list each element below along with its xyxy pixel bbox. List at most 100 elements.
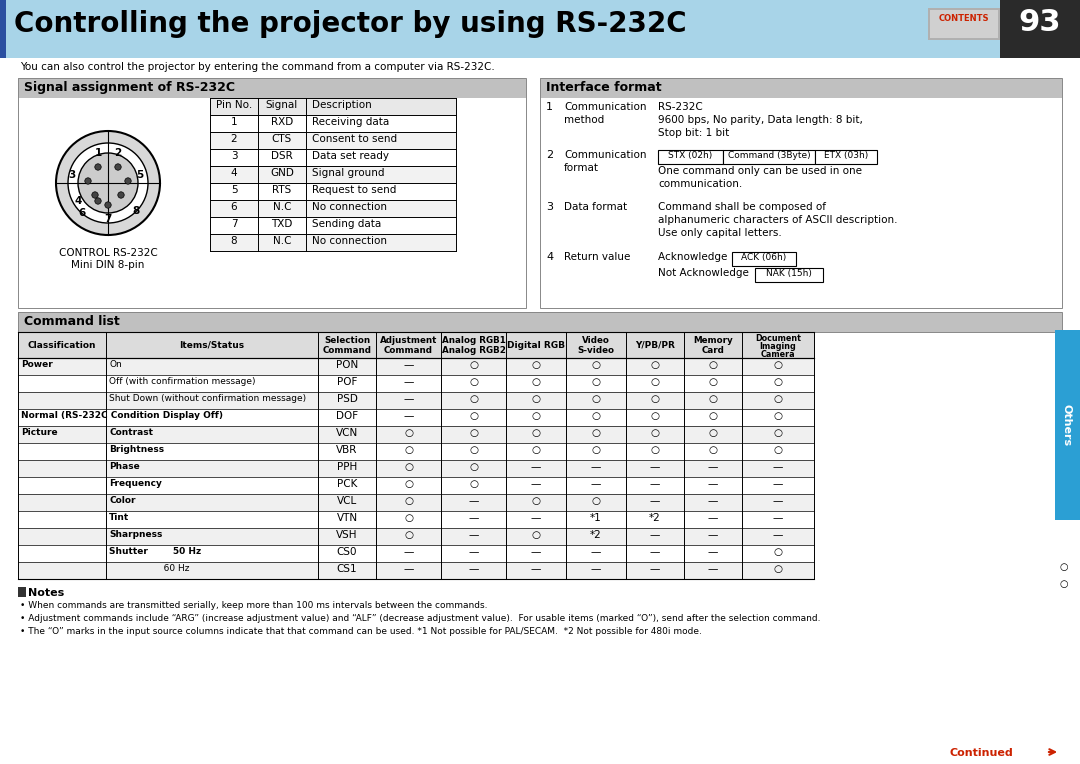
Text: —: — (773, 513, 783, 523)
Text: —: — (469, 496, 478, 506)
Text: Communication: Communication (564, 102, 647, 112)
Bar (18, 587, 26, 597)
Text: ○: ○ (773, 377, 783, 387)
Text: —: — (403, 377, 414, 387)
Text: ○: ○ (650, 360, 660, 370)
Circle shape (105, 202, 111, 209)
Bar (18, 358, 814, 375)
Text: 5: 5 (136, 170, 144, 180)
Text: Use only capital letters.: Use only capital letters. (658, 228, 782, 238)
Text: VTN: VTN (337, 513, 357, 523)
Text: —: — (773, 530, 783, 540)
Text: S-video: S-video (578, 346, 615, 355)
Text: One command only can be used in one: One command only can be used in one (658, 166, 862, 176)
Text: 8: 8 (133, 206, 139, 216)
Text: Tint: Tint (109, 513, 130, 522)
Text: VCL: VCL (337, 496, 357, 506)
Text: Pin No.: Pin No. (216, 100, 252, 110)
Text: 3: 3 (546, 202, 553, 212)
Text: Receiving data: Receiving data (312, 117, 389, 127)
Text: 4: 4 (546, 252, 553, 262)
Text: ○: ○ (469, 394, 478, 404)
Text: ○: ○ (469, 377, 478, 387)
Text: ○: ○ (469, 428, 478, 438)
Text: —: — (530, 479, 541, 489)
Text: ○: ○ (531, 411, 540, 421)
Text: ○: ○ (531, 445, 540, 455)
Text: • Adjustment commands include “ARG” (increase adjustment value) and “ALF” (decre: • Adjustment commands include “ARG” (inc… (21, 614, 821, 623)
Bar (18, 460, 814, 477)
Text: ○: ○ (469, 411, 478, 421)
Text: ○: ○ (592, 377, 600, 387)
Bar (210, 166, 456, 183)
Bar (18, 477, 814, 494)
Circle shape (125, 178, 131, 184)
Text: ○: ○ (404, 479, 413, 489)
Text: ○: ○ (404, 513, 413, 523)
Bar (210, 149, 456, 166)
Text: —: — (530, 564, 541, 574)
Text: *2: *2 (649, 513, 661, 523)
Text: Selection: Selection (324, 336, 370, 345)
Text: 1: 1 (546, 102, 553, 112)
Text: Interface format: Interface format (546, 81, 662, 94)
Text: —: — (773, 479, 783, 489)
Bar (1055, 330, 1080, 520)
Text: ○: ○ (708, 360, 717, 370)
Text: —: — (650, 547, 660, 557)
Text: Signal: Signal (266, 100, 298, 110)
Text: No connection: No connection (312, 236, 387, 246)
Bar (18, 443, 814, 460)
Bar (18, 332, 814, 358)
Text: CONTENTS: CONTENTS (939, 14, 989, 23)
Bar (18, 312, 1062, 332)
Text: —: — (469, 530, 478, 540)
Text: Shut Down (without confirmation message): Shut Down (without confirmation message) (109, 394, 306, 403)
Text: ○: ○ (469, 462, 478, 472)
Text: —: — (530, 513, 541, 523)
Text: —: — (591, 564, 602, 574)
Text: • The “O” marks in the input source columns indicate that that command can be us: • The “O” marks in the input source colu… (21, 627, 702, 636)
Text: Request to send: Request to send (312, 185, 396, 195)
Bar (18, 494, 814, 511)
Text: —: — (650, 496, 660, 506)
Text: N.C: N.C (273, 236, 292, 246)
Text: —: — (591, 479, 602, 489)
Text: ○: ○ (708, 411, 717, 421)
Text: Power: Power (21, 360, 53, 369)
Bar (18, 375, 814, 392)
Bar (928, 8, 1000, 40)
Text: ○: ○ (592, 360, 600, 370)
Circle shape (92, 192, 98, 198)
Text: —: — (591, 547, 602, 557)
Text: Shutter        50 Hz: Shutter 50 Hz (109, 547, 201, 556)
Bar (815, 150, 877, 164)
Text: 3: 3 (68, 170, 76, 180)
Text: ○: ○ (1059, 562, 1068, 572)
Bar (210, 115, 456, 132)
Text: —: — (591, 462, 602, 472)
Bar (732, 252, 796, 266)
Text: CTS: CTS (272, 134, 292, 144)
Text: *2: *2 (590, 530, 602, 540)
Text: 1: 1 (94, 148, 102, 158)
Text: —: — (773, 496, 783, 506)
Bar (210, 132, 456, 149)
Text: Description: Description (312, 100, 372, 110)
Text: GND: GND (270, 168, 294, 178)
Text: method: method (564, 115, 604, 125)
Text: Brightness: Brightness (109, 445, 164, 454)
Text: —: — (650, 564, 660, 574)
Bar (18, 545, 814, 562)
Bar (930, 10, 998, 38)
Text: Continued: Continued (950, 748, 1014, 758)
Text: Sending data: Sending data (312, 219, 381, 229)
Text: ○: ○ (469, 445, 478, 455)
Bar (18, 312, 1062, 332)
Text: Stop bit: 1 bit: Stop bit: 1 bit (658, 128, 729, 138)
Text: Picture: Picture (21, 428, 57, 437)
Text: ETX (03h): ETX (03h) (824, 151, 868, 160)
Text: 9600 bps, No parity, Data length: 8 bit,: 9600 bps, No parity, Data length: 8 bit, (658, 115, 863, 125)
Bar (18, 392, 814, 409)
Text: STX (02h): STX (02h) (667, 151, 712, 160)
